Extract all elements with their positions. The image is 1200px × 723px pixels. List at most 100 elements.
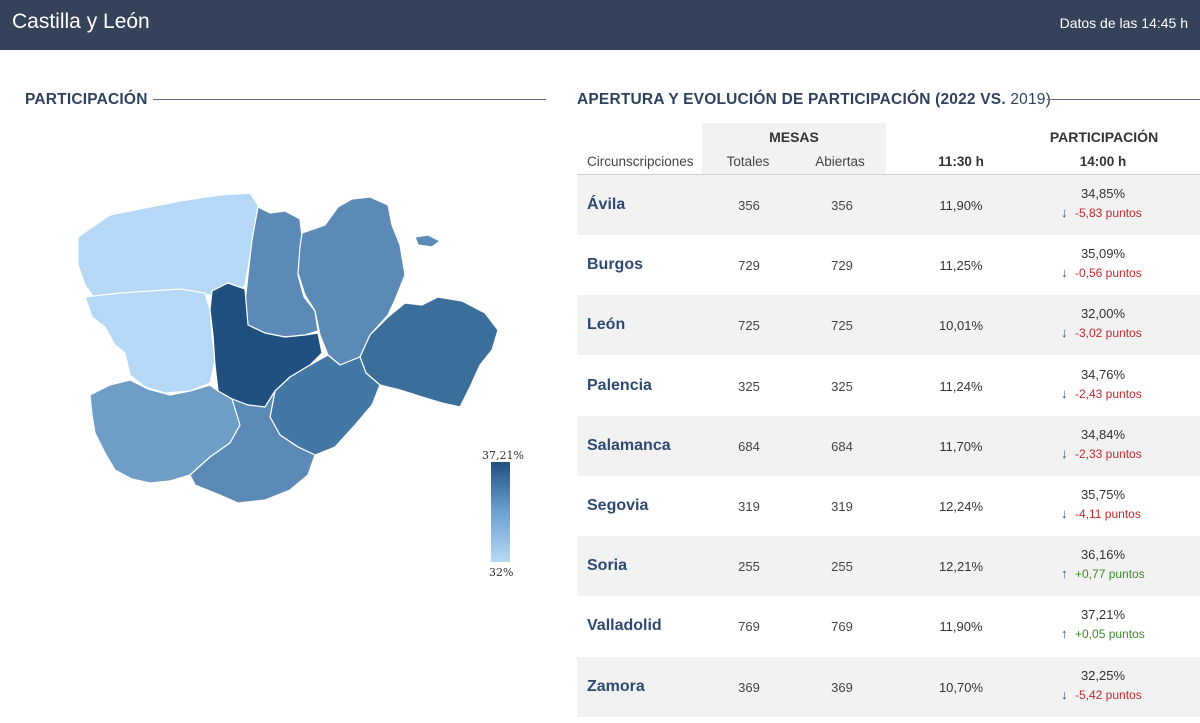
mesas-totales: 319 (738, 499, 760, 514)
table-row[interactable]: Zamora 369 369 10,70% 32,25% ↓ -5,42 puntos (577, 656, 1200, 717)
header-participacion: PARTICIPACIÓN (1049, 129, 1159, 145)
mesas-totales: 684 (738, 438, 760, 454)
delta-value: -2,33 puntos (1075, 446, 1142, 461)
delta-value: -3,02 puntos (1075, 326, 1142, 341)
header-abiertas: Abiertas (815, 154, 865, 169)
participation-1400: 32,25% (1080, 667, 1126, 683)
province-burgos[interactable] (297, 196, 406, 366)
mesas-totales: 325 (738, 378, 760, 394)
header-1130: 11:30 h (938, 154, 984, 169)
mesas-abiertas: 725 (831, 318, 853, 334)
mesas-abiertas: 255 (831, 559, 853, 575)
province-burgos-islet (414, 234, 441, 248)
arrow-down-icon: ↓ (1061, 325, 1068, 341)
arrow-down-icon: ↓ (1061, 686, 1068, 702)
participation-delta: ↓ -2,33 puntos (1061, 446, 1142, 461)
arrow-down-icon: ↓ (1061, 506, 1068, 521)
participation-1130: 11,25% (939, 258, 983, 274)
mesas-totales: 369 (738, 679, 760, 695)
mesas-abiertas: 325 (831, 378, 853, 394)
arrow-down-icon: ↓ (1061, 205, 1068, 220)
region-title: Castilla y León (12, 10, 150, 33)
table-row[interactable]: Salamanca 684 684 11,70% 34,84% ↓ -2,33 puntos (577, 415, 1200, 476)
participation-1130: 11,24% (939, 378, 983, 394)
participation-delta: ↑ +0,77 puntos (1061, 566, 1145, 581)
mesas-abiertas: 684 (831, 438, 853, 454)
delta-value: -0,56 puntos (1075, 266, 1142, 281)
header-totales: Totales (726, 154, 770, 169)
mesas-totales: 356 (738, 198, 760, 213)
table-row[interactable]: Valladolid 769 769 11,90% 37,21% ↑ +0,05 punto… (577, 596, 1200, 656)
map-section-title: PARTICIPACIÓN (25, 91, 148, 108)
participation-1400: 34,84% (1080, 426, 1126, 442)
mesas-totales: 255 (738, 559, 760, 575)
participation-1130: 10,70% (938, 679, 984, 695)
participation-1400: 32,00% (1080, 306, 1126, 322)
province-name: Segovia (587, 497, 649, 514)
province-name: Burgos (587, 256, 643, 274)
table-section-rule (1047, 99, 1200, 100)
participation-1400: 34,76% (1080, 366, 1126, 382)
delta-value: +0,05 puntos (1075, 627, 1145, 642)
province-palencia[interactable] (244, 206, 319, 338)
legend-max-label: 37,21% (482, 449, 524, 462)
province-name: Salamanca (587, 436, 671, 454)
province-name: Zamora (587, 677, 645, 695)
table-row[interactable]: Ávila 356 356 11,90% 34,85% ↓ -5,83 puntos (577, 175, 1200, 235)
mesas-abiertas: 356 (831, 198, 853, 213)
province-leon[interactable] (77, 192, 259, 300)
participation-delta: ↓ -3,02 puntos (1061, 325, 1142, 340)
province-zamora[interactable] (84, 288, 216, 394)
participation-1400: 35,09% (1080, 246, 1126, 262)
participation-1400: 34,85% (1080, 186, 1126, 201)
arrow-down-icon: ↓ (1061, 265, 1068, 281)
table-row[interactable]: Soria 255 255 12,21% 36,16% ↑ +0,77 puntos (577, 536, 1200, 597)
participation-1400: 37,21% (1080, 607, 1126, 623)
participation-delta: ↑ +0,05 puntos (1061, 626, 1145, 641)
top-bar: Castilla y León Datos de las 14:45 h (0, 0, 1200, 50)
province-name: León (587, 316, 626, 334)
table-section-title-light: 2019) (1005, 91, 1051, 108)
participation-1400: 35,75% (1080, 487, 1126, 502)
participation-delta: ↓ -5,83 puntos (1061, 205, 1142, 220)
participation-delta: ↓ -5,42 puntos (1061, 687, 1142, 702)
province-name: Ávila (587, 196, 626, 213)
header-circunscripciones: Circunscripciones (587, 154, 694, 169)
mesas-totales: 769 (738, 619, 760, 635)
mesas-header-bg (702, 123, 886, 175)
table-row[interactable]: Burgos 729 729 11,25% 35,09% ↓ -0,56 puntos (577, 235, 1200, 295)
participation-1130: 12,21% (938, 559, 984, 575)
mesas-totales: 729 (738, 258, 760, 274)
legend-min-label: 32% (489, 566, 514, 579)
arrow-up-icon: ↑ (1061, 566, 1068, 582)
delta-value: -2,43 puntos (1075, 386, 1142, 401)
participation-1130: 11,70% (939, 438, 983, 454)
provinces-map-svg (77, 192, 499, 504)
arrow-down-icon: ↓ (1061, 385, 1068, 401)
table-section-title-bold: APERTURA Y EVOLUCIÓN DE PARTICIPACIÓN (2… (577, 91, 1006, 108)
participation-1400: 36,16% (1080, 547, 1126, 563)
delta-value: -4,11 puntos (1075, 507, 1141, 521)
header-mesas: MESAS (769, 129, 819, 145)
delta-value: -5,83 puntos (1075, 206, 1142, 220)
table-row[interactable]: Palencia 325 325 11,24% 34,76% ↓ -2,43 puntos (577, 356, 1200, 416)
table-section-title: APERTURA Y EVOLUCIÓN DE PARTICIPACIÓN (2… (577, 91, 1051, 109)
participation-delta: ↓ -0,56 puntos (1061, 265, 1142, 280)
participation-1130: 11,90% (939, 198, 983, 213)
province-name: Palencia (587, 376, 652, 394)
table-row[interactable]: León 725 725 10,01% 32,00% ↓ -3,02 puntos (577, 295, 1200, 356)
header-divider (577, 174, 1200, 175)
participation-1130: 11,90% (939, 619, 983, 635)
province-avila[interactable] (189, 390, 316, 504)
province-name: Valladolid (587, 617, 662, 635)
participation-map (70, 185, 510, 515)
participation-delta: ↓ -4,11 puntos (1061, 506, 1141, 521)
arrow-up-icon: ↑ (1061, 626, 1068, 642)
participation-1130: 10,01% (938, 318, 984, 334)
table-row[interactable]: Segovia 319 319 12,24% 35,75% ↓ -4,11 puntos (577, 476, 1200, 536)
province-name: Soria (587, 557, 628, 575)
participation-delta: ↓ -2,43 puntos (1061, 386, 1142, 401)
mesas-abiertas: 769 (831, 619, 853, 635)
legend-color-bar (491, 462, 510, 562)
mesas-totales: 725 (738, 318, 760, 334)
